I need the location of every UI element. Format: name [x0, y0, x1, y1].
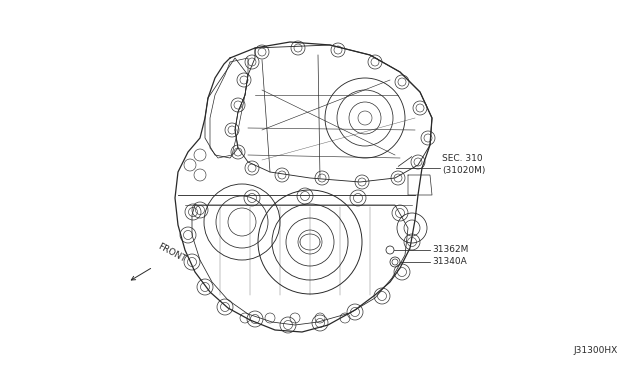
- Text: 31362M: 31362M: [432, 246, 468, 254]
- Text: J31300HX: J31300HX: [573, 346, 618, 355]
- Text: 31340A: 31340A: [432, 257, 467, 266]
- Text: SEC. 310: SEC. 310: [442, 154, 483, 163]
- Text: (31020M): (31020M): [442, 166, 485, 175]
- Text: FRONT: FRONT: [156, 242, 187, 264]
